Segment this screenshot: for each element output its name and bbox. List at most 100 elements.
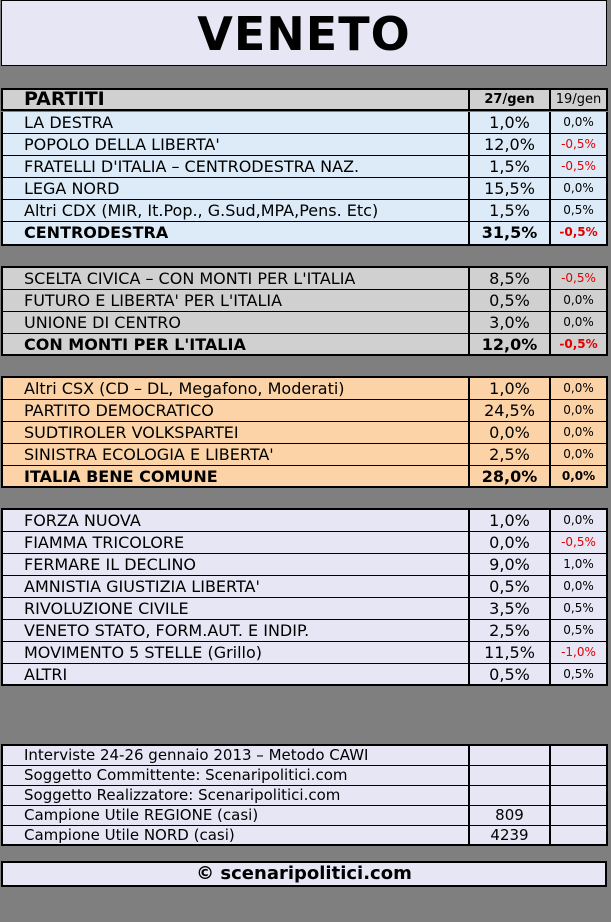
party-row: SCELTA CIVICA – CON MONTI PER L'ITALIA 8,… (3, 268, 606, 290)
party-value-change: -1,0% (549, 642, 606, 663)
party-value-change: 0,0% (549, 444, 606, 465)
party-value-change: 0,5% (549, 664, 606, 686)
coalition-total-row: CENTRODESTRA 31,5% -0,5% (3, 222, 606, 244)
info-empty-cell (549, 806, 606, 825)
party-value-current: 0,0% (468, 532, 549, 553)
party-value-current: 24,5% (468, 400, 549, 421)
party-value-change: 0,5% (549, 200, 606, 221)
group-monti: SCELTA CIVICA – CON MONTI PER L'ITALIA 8,… (1, 266, 608, 356)
header-partiti: PARTITI (24, 90, 105, 109)
party-value-current: 2,5% (468, 620, 549, 641)
coalition-total-row: CON MONTI PER L'ITALIA 12,0% -0,5% (3, 334, 606, 356)
party-value-current: 3,0% (468, 312, 549, 333)
info-label: Interviste 24-26 gennaio 2013 – Metodo C… (24, 746, 369, 764)
info-value: 809 (468, 806, 549, 825)
party-name: Altri CSX (CD – DL, Megafono, Moderati) (24, 379, 345, 398)
party-row: Altri CDX (MIR, It.Pop., G.Sud,MPA,Pens.… (3, 200, 606, 222)
group-bene-comune: Altri CSX (CD – DL, Megafono, Moderati) 1… (1, 376, 608, 488)
party-name: POPOLO DELLA LIBERTA' (24, 135, 220, 154)
party-row: PARTITO DEMOCRATICO 24,5% 0,0% (3, 400, 606, 422)
party-name: RIVOLUZIONE CIVILE (24, 599, 189, 618)
party-row: RIVOLUZIONE CIVILE 3,5% 0,5% (3, 598, 606, 620)
group-centrodestra: LA DESTRA 1,0% 0,0% POPOLO DELLA LIBERTA' 12… (1, 112, 608, 246)
party-value-change: 1,0% (549, 554, 606, 575)
party-value-current: 0,0% (468, 422, 549, 443)
party-name: UNIONE DI CENTRO (24, 313, 182, 332)
party-row: ALTRI 0,5% 0,5% (3, 664, 606, 686)
party-name: ALTRI (24, 665, 68, 684)
party-name: PARTITO DEMOCRATICO (24, 401, 214, 420)
party-value-change: 0,0% (549, 576, 606, 597)
party-name: VENETO STATO, FORM.AUT. E INDIP. (24, 621, 310, 640)
info-empty-cell (549, 766, 606, 785)
party-value-current: 28,0% (468, 466, 549, 488)
party-name: LEGA NORD (24, 179, 120, 198)
party-row: POPOLO DELLA LIBERTA' 12,0% -0,5% (3, 134, 606, 156)
party-name: FERMARE IL DECLINO (24, 555, 197, 574)
party-row: Altri CSX (CD – DL, Megafono, Moderati) 1… (3, 378, 606, 400)
page-title: VENETO (1, 0, 607, 66)
party-value-change: 0,0% (549, 378, 606, 399)
party-value-current: 8,5% (468, 268, 549, 289)
party-row: SUDTIROLER VOLKSPARTEI 0,0% 0,0% (3, 422, 606, 444)
party-value-change: 0,0% (549, 178, 606, 199)
party-row: FORZA NUOVA 1,0% 0,0% (3, 510, 606, 532)
party-value-change: 0,0% (549, 290, 606, 311)
party-row: MOVIMENTO 5 STELLE (Grillo) 11,5% -1,0% (3, 642, 606, 664)
party-value-change: 0,0% (549, 312, 606, 333)
party-row: FRATELLI D'ITALIA – CENTRODESTRA NAZ. 1,5… (3, 156, 606, 178)
party-row: UNIONE DI CENTRO 3,0% 0,0% (3, 312, 606, 334)
party-row: FERMARE IL DECLINO 9,0% 1,0% (3, 554, 606, 576)
party-value-change: -0,5% (549, 268, 606, 289)
group-others: FORZA NUOVA 1,0% 0,0% FIAMMA TRICOLORE 0,0% -… (1, 508, 608, 686)
info-empty-cell (549, 786, 606, 805)
party-value-current: 15,5% (468, 178, 549, 199)
party-value-change: 0,0% (549, 112, 606, 133)
info-row: Campione Utile REGIONE (casi) 809 (3, 806, 606, 826)
party-value-current: 1,0% (468, 378, 549, 399)
party-value-change: 0,5% (549, 620, 606, 641)
party-value-current: 3,5% (468, 598, 549, 619)
party-value-change: -0,5% (549, 134, 606, 155)
party-value-current: 1,0% (468, 510, 549, 531)
party-row: FUTURO E LIBERTA' PER L'ITALIA 0,5% 0,0% (3, 290, 606, 312)
info-value (468, 746, 549, 765)
party-value-change: 0,0% (549, 466, 606, 488)
party-value-change: -0,5% (549, 156, 606, 177)
info-empty-cell (549, 746, 606, 765)
party-value-current: 1,5% (468, 156, 549, 177)
party-value-current: 12,0% (468, 334, 549, 356)
info-label: Campione Utile REGIONE (casi) (24, 806, 259, 824)
party-value-change: -0,5% (549, 334, 606, 356)
party-name: SINISTRA ECOLOGIA E LIBERTA' (24, 445, 274, 464)
party-row: FIAMMA TRICOLORE 0,0% -0,5% (3, 532, 606, 554)
survey-info: Interviste 24-26 gennaio 2013 – Metodo C… (1, 744, 608, 846)
party-row: SINISTRA ECOLOGIA E LIBERTA' 2,5% 0,0% (3, 444, 606, 466)
party-value-current: 0,5% (468, 290, 549, 311)
party-name: SUDTIROLER VOLKSPARTEI (24, 423, 239, 442)
party-value-current: 2,5% (468, 444, 549, 465)
coalition-total-row: ITALIA BENE COMUNE 28,0% 0,0% (3, 466, 606, 488)
party-name: CENTRODESTRA (24, 223, 169, 242)
party-value-change: 0,0% (549, 400, 606, 421)
party-name: FORZA NUOVA (24, 511, 141, 530)
party-name: AMNISTIA GIUSTIZIA LIBERTA' (24, 577, 260, 596)
party-name: LA DESTRA (24, 113, 114, 132)
party-row: LA DESTRA 1,0% 0,0% (3, 112, 606, 134)
party-name: ITALIA BENE COMUNE (24, 467, 218, 486)
party-value-current: 1,0% (468, 112, 549, 133)
party-name: FRATELLI D'ITALIA – CENTRODESTRA NAZ. (24, 157, 360, 176)
party-value-current: 11,5% (468, 642, 549, 663)
party-name: FIAMMA TRICOLORE (24, 533, 185, 552)
header-row: PARTITI 27/gen 19/gen (1, 88, 608, 111)
header-current-date: 27/gen (468, 90, 549, 109)
info-row: Interviste 24-26 gennaio 2013 – Metodo C… (3, 746, 606, 766)
party-name: SCELTA CIVICA – CON MONTI PER L'ITALIA (24, 269, 356, 288)
info-row: Soggetto Realizzatore: Scenaripolitici.c… (3, 786, 606, 806)
party-name: MOVIMENTO 5 STELLE (Grillo) (24, 643, 263, 662)
party-row: AMNISTIA GIUSTIZIA LIBERTA' 0,5% 0,0% (3, 576, 606, 598)
party-name: Altri CDX (MIR, It.Pop., G.Sud,MPA,Pens.… (24, 201, 379, 220)
party-value-change: 0,5% (549, 598, 606, 619)
info-empty-cell (549, 826, 606, 846)
party-value-change: -0,5% (549, 532, 606, 553)
